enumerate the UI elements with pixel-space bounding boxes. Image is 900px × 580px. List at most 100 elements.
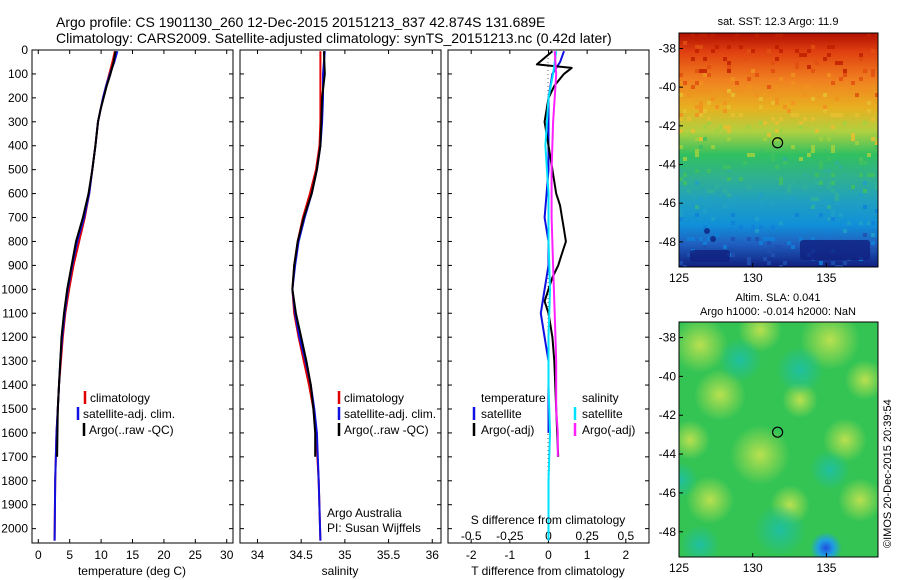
credit-text: ©IMOS 20-Dec-2015 20:39:54 xyxy=(882,399,894,548)
argo-location-marker xyxy=(772,426,784,438)
difference-legend-salinity: salinity satellite Argo(-adj) xyxy=(573,391,635,437)
x-tick-label: -2 xyxy=(466,548,477,562)
x-tick-label: 10 xyxy=(94,548,108,562)
map-x-tick-label: 125 xyxy=(669,561,689,575)
y-tick-label: 2000 xyxy=(1,522,28,536)
map-y-tick-label: -48 xyxy=(659,235,677,249)
s-tick-label: -0.25 xyxy=(496,529,524,543)
y-tick-label: 200 xyxy=(8,91,28,105)
map-y-tick-label: -42 xyxy=(659,408,677,422)
y-tick-label: 1800 xyxy=(1,474,28,488)
x-tick-label: 15 xyxy=(126,548,140,562)
y-tick-label: 1900 xyxy=(1,498,28,512)
difference-legend-temperature: temperature satellite Argo(-adj) xyxy=(472,391,546,437)
legend-label-sal-satellite: satellite xyxy=(582,407,623,421)
difference-panel: -2 -1 0 1 2 -0.5 -0.25 0 0.25 0.5 S difference f… xyxy=(447,49,650,578)
y-tick-label: 900 xyxy=(8,258,28,272)
y-tick-label: 1300 xyxy=(1,354,28,368)
temperature-xlabel: temperature (deg C) xyxy=(78,564,186,578)
x-tick-label: 34.5 xyxy=(289,548,313,562)
map-x-tick-label: 135 xyxy=(816,271,836,285)
salinity-profiles xyxy=(291,51,326,541)
y-tick-label: 1500 xyxy=(1,402,28,416)
sla-map-ticks: 125 130 135 -38 -40 -42 -44 -46 -48 xyxy=(659,331,837,575)
map-y-tick-label: -48 xyxy=(659,525,677,539)
x-tick-label: 0 xyxy=(35,548,42,562)
y-tick-label: 600 xyxy=(8,187,28,201)
sla-map-subtitle: Argo h1000: -0.014 h2000: NaN xyxy=(700,306,856,318)
x-tick-label: 5 xyxy=(66,548,73,562)
header-line-2: Climatology: CARS2009. Satellite-adjuste… xyxy=(56,30,612,46)
legend-label-temp-satellite: satellite xyxy=(481,407,522,421)
argo-location-marker xyxy=(772,137,784,149)
depth-ticks: 0 100 200 300 400 500 600 700 800 900 1000 1100 1200… xyxy=(1,43,233,536)
map-y-tick-label: -40 xyxy=(659,369,677,383)
x-tick-label: 25 xyxy=(189,548,203,562)
legend-label-climatology: climatology xyxy=(344,391,404,405)
y-tick-label: 1600 xyxy=(1,426,28,440)
salinity-panel: 34 34.5 35 35.5 36 salinity climatology sate… xyxy=(239,49,442,578)
series-argo-raw-qc- xyxy=(56,51,117,457)
sst-map-title: sat. SST: 12.3 Argo: 11.9 xyxy=(718,16,839,28)
map-y-tick-label: -38 xyxy=(659,331,677,345)
legend-label-sal-argo: Argo(-adj) xyxy=(582,423,635,437)
temperature-ticks: 0 5 10 15 20 25 30 xyxy=(35,50,234,562)
sla-map: Altim. SLA: 0.041 Argo h1000: -0.014 h20… xyxy=(659,292,879,575)
s-difference-ticks: -0.5 -0.25 0 0.25 0.5 xyxy=(461,529,635,543)
y-tick-label: 1100 xyxy=(2,306,28,320)
temperature-legend: climatology satellite-adj. clim. Argo(..… xyxy=(76,391,175,437)
s-tick-label: 0.5 xyxy=(617,529,634,543)
sst-map-ticks: 125 130 135 -38 -40 -42 -44 -46 -48 xyxy=(659,41,837,285)
sla-map-title: Altim. SLA: 0.041 xyxy=(736,292,821,304)
map-y-tick-label: -46 xyxy=(659,196,677,210)
y-tick-label: 700 xyxy=(8,211,28,225)
temperature-axes xyxy=(31,49,234,544)
difference-profiles xyxy=(535,50,573,541)
legend-label-argo: Argo(..raw -QC) xyxy=(344,423,429,437)
salinity-xlabel: salinity xyxy=(322,564,359,578)
x-tick-label: -1 xyxy=(505,548,516,562)
salinity-axes xyxy=(239,49,442,544)
y-tick-label: 0 xyxy=(21,43,28,57)
y-tick-label: 500 xyxy=(8,163,28,177)
y-tick-label: 1400 xyxy=(1,378,28,392)
x-tick-label: 35 xyxy=(338,548,352,562)
series-salinity-argo-adj- xyxy=(550,51,559,457)
y-tick-label: 300 xyxy=(8,115,28,129)
map-x-tick-label: 130 xyxy=(743,271,763,285)
map-y-tick-label: -40 xyxy=(659,80,677,94)
header-line-1: Argo profile: CS 1901130_260 12-Dec-2015… xyxy=(56,14,545,30)
s-difference-label: S difference from climatology xyxy=(471,513,626,527)
sla-field xyxy=(679,322,878,557)
x-tick-label: 35.5 xyxy=(377,548,401,562)
map-y-tick-label: -44 xyxy=(659,447,677,461)
map-y-tick-label: -44 xyxy=(659,158,677,172)
x-tick-label: 2 xyxy=(622,548,629,562)
salinity-depth-ticks xyxy=(240,49,441,530)
x-tick-label: 20 xyxy=(157,548,171,562)
legend-label-satellite: satellite-adj. clim. xyxy=(83,407,175,421)
map-x-tick-label: 135 xyxy=(816,561,836,575)
map-x-tick-label: 125 xyxy=(669,271,689,285)
y-tick-label: 100 xyxy=(8,67,28,81)
map-y-tick-label: -42 xyxy=(659,119,677,133)
legend-label-argo: Argo(..raw -QC) xyxy=(89,423,174,437)
x-tick-label: 0 xyxy=(545,548,552,562)
salinity-legend: climatology satellite-adj. clim. Argo(..… xyxy=(337,391,436,437)
x-tick-label: 36 xyxy=(426,548,440,562)
difference-depth-ticks xyxy=(448,49,649,530)
legend-title-salinity: salinity xyxy=(582,391,619,405)
x-tick-label: 1 xyxy=(584,548,591,562)
sst-field xyxy=(679,33,878,267)
annotation-institution: Argo Australia xyxy=(327,506,402,520)
legend-title-temperature: temperature xyxy=(481,391,546,405)
sla-map-frame xyxy=(678,321,879,558)
legend-label-climatology: climatology xyxy=(90,391,150,405)
x-tick-label: 34 xyxy=(251,548,265,562)
s-tick-label: 0.25 xyxy=(575,529,599,543)
salinity-ticks: 34 34.5 35 35.5 36 xyxy=(251,50,439,562)
t-difference-label: T difference from climatology xyxy=(471,564,625,578)
annotation-pi: PI: Susan Wijffels xyxy=(327,521,421,535)
y-tick-label: 1700 xyxy=(1,450,28,464)
